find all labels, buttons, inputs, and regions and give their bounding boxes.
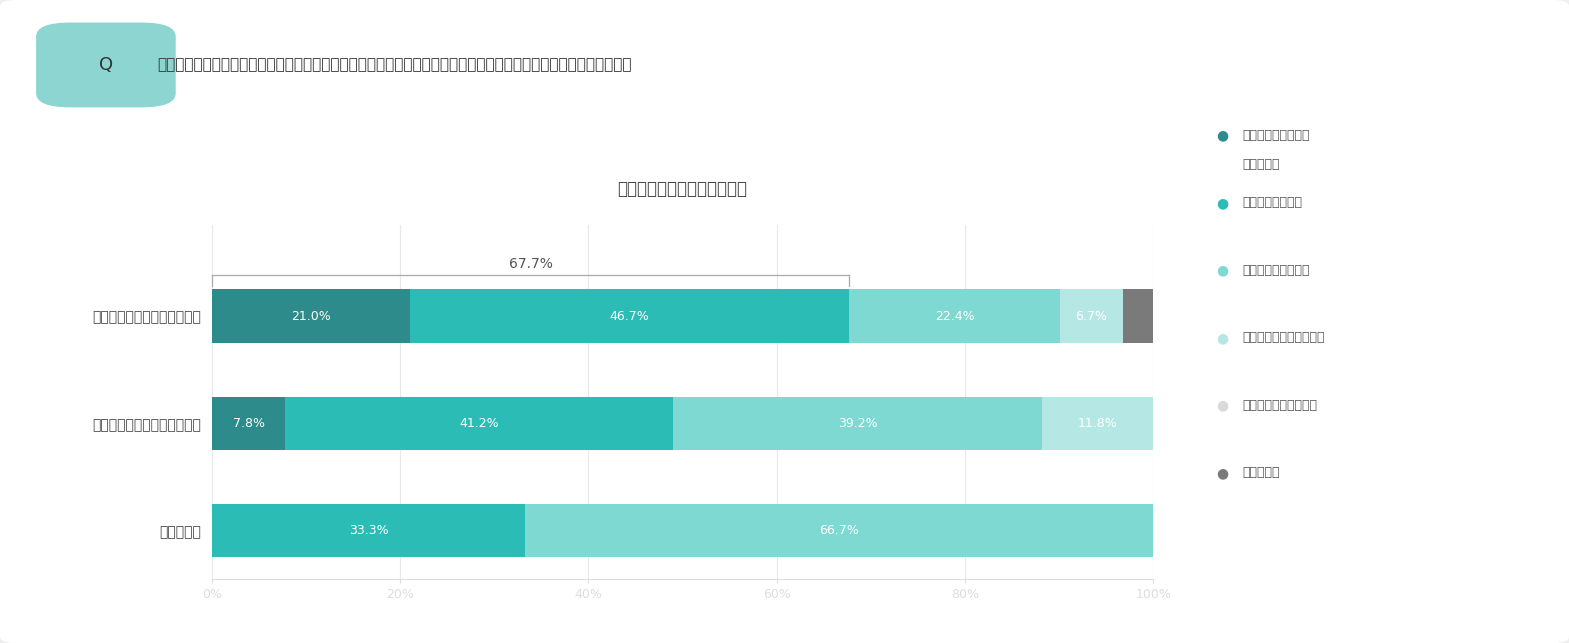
Text: どちらともいえない: どちらともいえない [1243, 264, 1310, 276]
Text: 成果を実感できた: 成果を実感できた [1243, 196, 1302, 209]
Text: ●: ● [1216, 129, 1229, 143]
Text: 39.2%: 39.2% [838, 417, 877, 430]
Text: 7.8%: 7.8% [232, 417, 265, 430]
Text: 33.3%: 33.3% [348, 524, 389, 537]
Bar [212, 289, 410, 343]
Text: 大きな成果が出たと: 大きな成果が出たと [1243, 129, 1310, 141]
Text: 6.7%: 6.7% [1076, 310, 1108, 323]
Text: ●: ● [1216, 196, 1229, 210]
Bar [673, 397, 1042, 450]
Text: 全く成果が出ていない: 全く成果が出ていない [1243, 399, 1318, 412]
Bar [1123, 289, 1153, 343]
Title: 取り組みスタイルと成果実感: 取り組みスタイルと成果実感 [618, 181, 747, 199]
Bar [526, 503, 1153, 557]
Text: Q: Q [99, 56, 113, 74]
Bar [849, 289, 1061, 343]
Bar [1061, 289, 1123, 343]
Text: ●: ● [1216, 466, 1229, 480]
Text: あまり成果が出ていない: あまり成果が出ていない [1243, 331, 1326, 344]
Text: 66.7%: 66.7% [819, 524, 860, 537]
Text: 41.2%: 41.2% [460, 417, 499, 430]
Bar [212, 503, 526, 557]
Text: 67.7%: 67.7% [508, 257, 552, 271]
Text: ●: ● [1216, 399, 1229, 413]
Bar [1042, 397, 1153, 450]
Text: 11.8%: 11.8% [1078, 417, 1117, 430]
Text: わからない: わからない [1243, 466, 1280, 479]
Text: 22.4%: 22.4% [935, 310, 974, 323]
Bar [212, 397, 286, 450]
Text: ●: ● [1216, 264, 1229, 278]
Text: 46.7%: 46.7% [609, 310, 650, 323]
Bar [410, 289, 849, 343]
Text: あなたがメインで所属する企業において、企業としてのリスキリングの取り組みはどのように評価されていますか。: あなたがメインで所属する企業において、企業としてのリスキリングの取り組みはどのよ… [157, 57, 631, 73]
Text: ●: ● [1216, 331, 1229, 345]
Text: 感じている: 感じている [1243, 158, 1280, 170]
Bar [286, 397, 673, 450]
Text: 21.0%: 21.0% [290, 310, 331, 323]
